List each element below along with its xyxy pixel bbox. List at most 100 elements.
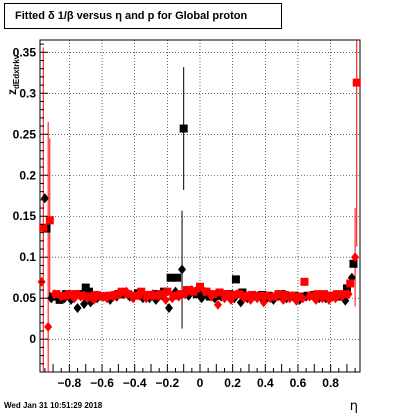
diamond-point [181, 289, 190, 300]
diamond-point [70, 293, 79, 304]
square-point [215, 288, 224, 297]
square-point [342, 284, 351, 293]
diamond-point [197, 293, 206, 304]
diamond-point [148, 289, 157, 300]
square-point [326, 291, 335, 300]
grid-lines [40, 40, 360, 372]
x-tick-label: 0.8 [322, 376, 339, 390]
diamond-point [135, 290, 144, 301]
diamond-point [285, 293, 294, 304]
square-point [280, 290, 289, 299]
x-tick-label: −0.4 [123, 376, 147, 390]
diamond-point [298, 293, 307, 304]
diamond-point [213, 299, 222, 310]
x-tick-label: 0.6 [290, 376, 307, 390]
tick-labels: −0.8 −0.6 −0.4 −0.2 0 0.2 0.4 0.6 0.8 0 0.05 0.1 0.1… [13, 45, 340, 390]
diamond-point [311, 294, 320, 305]
diamond-point [73, 303, 82, 314]
y-tick-label: 0.1 [19, 250, 36, 264]
diamond-point [57, 291, 66, 302]
x-tick-label: −0.8 [58, 376, 82, 390]
diamond-point [207, 291, 216, 302]
square-point [163, 287, 172, 296]
y-tick-label: 0.2 [19, 168, 36, 182]
square-point [261, 291, 270, 300]
diamond-point [240, 293, 249, 304]
diamond-point [155, 291, 164, 302]
y-tick-label: 0.35 [13, 45, 37, 59]
y-tick-label: 0.3 [19, 86, 36, 100]
diamond-point [89, 294, 98, 305]
y-axis-label: zdEdxtrkv [5, 54, 21, 95]
diamond-point [40, 193, 49, 204]
y-tick-label: 0.15 [13, 209, 37, 223]
x-tick-label: 0.4 [257, 376, 274, 390]
diamond-point [129, 293, 138, 304]
square-point [222, 290, 231, 299]
diamond-point [279, 294, 288, 305]
data-points [37, 78, 361, 332]
diamond-point [178, 264, 187, 275]
square-point [313, 290, 322, 299]
chart-title: Fitted δ 1/β versus η and p for Global p… [15, 10, 248, 22]
diamond-point [187, 285, 196, 296]
square-point [81, 283, 90, 292]
diamond-point [96, 290, 105, 301]
diamond-point [109, 291, 118, 302]
title-box: Fitted δ 1/β versus η and p for Global p… [4, 3, 282, 29]
diamond-point [168, 293, 177, 304]
diamond-point [220, 293, 229, 304]
square-point [346, 279, 355, 288]
square-point [179, 124, 188, 133]
square-point [84, 287, 93, 296]
diamond-point [246, 294, 255, 305]
square-point [293, 292, 302, 301]
diamond-point [344, 289, 353, 300]
diamond-point [174, 291, 183, 302]
diamond-point [63, 290, 72, 301]
diamond-point [142, 293, 151, 304]
square-point [300, 277, 309, 286]
diamond-point [194, 283, 203, 294]
diamond-point [259, 297, 268, 308]
diamond-point [50, 289, 59, 300]
y-tick-label: 0.25 [13, 127, 37, 141]
square-point [45, 216, 54, 225]
diamond-point [161, 294, 170, 305]
square-point [352, 78, 361, 87]
x-tick-label: −0.6 [90, 376, 114, 390]
x-tick-label: 0 [197, 376, 204, 390]
diamond-point [116, 289, 124, 300]
diamond-point [305, 291, 314, 302]
diamond-point [200, 286, 209, 297]
diamond-point [324, 294, 333, 305]
diamond-point [351, 252, 360, 263]
square-point [320, 290, 329, 299]
square-point [91, 290, 100, 299]
square-point [173, 273, 182, 282]
axes [40, 43, 356, 372]
square-point [166, 273, 175, 282]
square-point [248, 290, 257, 299]
diamond-point [102, 293, 111, 304]
y-tick-label: 0.05 [13, 291, 37, 305]
diamond-point [253, 293, 262, 304]
diamond-point [76, 291, 85, 302]
square-point [228, 290, 237, 299]
y-axis-label-main: z [5, 89, 19, 95]
diamond-point [272, 291, 281, 302]
diamond-point [318, 293, 327, 304]
diamond-point [233, 289, 242, 300]
x-axis-label: η [350, 399, 358, 414]
y-axis-label-subscript: dEdxtrkv [12, 54, 21, 89]
square-point [39, 223, 48, 232]
diamond-point [331, 293, 340, 304]
diamond-point [292, 295, 301, 306]
square-point [71, 290, 80, 299]
diamond-point [122, 286, 131, 297]
square-point [55, 295, 64, 304]
diamond-point [338, 291, 347, 302]
diamond-point [164, 303, 173, 314]
square-point [143, 290, 152, 299]
